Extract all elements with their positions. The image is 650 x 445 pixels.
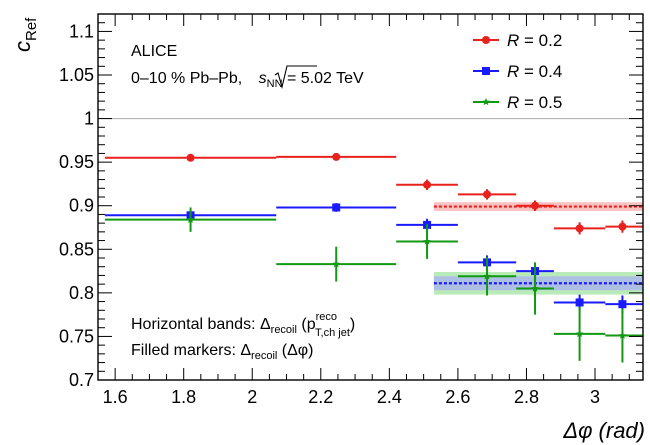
uncertainty-bands [433,202,643,295]
x-tick-label: 3 [590,387,600,407]
y-tick-label: 0.8 [69,283,94,303]
series-layer [104,152,643,363]
data-point [186,215,195,223]
x-tick-label: 2.2 [308,387,333,407]
series-group [104,207,643,363]
y-tick-label: 0.7 [69,370,94,390]
data-point [575,224,584,233]
data-point [423,180,432,189]
legend-marker [482,36,490,44]
legend-label-value: = 0.2 [519,31,562,50]
legend-label-value: = 0.5 [519,93,562,112]
markers-note: Filled markers: Δrecoil (Δφ) [131,342,314,362]
data-point [575,298,584,307]
data-point [332,203,341,212]
x-tick-label: 2.8 [514,387,539,407]
data-point [531,201,540,210]
data-point [618,331,627,339]
experiment-label: ALICE [131,43,177,60]
y-tick-label: 0.95 [59,152,94,172]
y-tick-label: 1 [84,109,94,129]
legend-marker [482,98,490,106]
legend-label: R = 0.2 [507,31,562,50]
x-tick-label: 2 [247,387,257,407]
data-point [618,222,627,231]
data-point [186,153,195,162]
legend-label-var: R [507,93,519,112]
legend-marker [482,67,490,75]
legend-label: R = 0.4 [507,62,562,81]
series-group [104,152,643,235]
y-tick-label: 0.85 [59,239,94,259]
y-axis-title: cRef [10,17,40,52]
y-tick-label: 0.75 [59,326,94,346]
data-point [332,260,341,268]
bands-note: Horizontal bands: Δrecoil (preco T,ch jet… [131,311,355,339]
axis-ticks: 1.6 1.8 2 2.2 2.4 2.6 2.8 3 0.7 0.75 0.8 0.85 0.9 0.9… [59,14,643,407]
legend-label-var: R [507,62,519,81]
data-point [332,152,341,161]
data-point [483,272,491,280]
legend-label-value: = 0.4 [519,62,562,81]
data-point [483,190,492,199]
y-tick-label: 1.1 [69,21,94,41]
svg-text:0–10 % Pb–Pb, sNN = 5.02 TeV: 0–10 % Pb–Pb, sNN = 5.02 TeV [131,70,364,90]
legend: R = 0.2R = 0.4R = 0.5 [473,31,562,112]
x-tick-label: 2.6 [445,387,470,407]
y-tick-label: 0.9 [69,196,94,216]
x-tick-label: 1.6 [103,387,128,407]
x-tick-label: 1.8 [171,387,196,407]
data-point [575,329,584,338]
data-point [618,300,627,309]
x-axis-title: Δφ (rad) [562,418,645,443]
data-point [423,237,431,245]
x-tick-label: 2.4 [377,387,402,407]
collision-system-label: 0–10 % Pb–Pb, sNN = 5.02 TeV [131,65,364,90]
y-tick-label: 1.05 [59,65,94,85]
legend-label: R = 0.5 [507,93,562,112]
legend-label-var: R [507,31,519,50]
data-point [531,284,539,292]
